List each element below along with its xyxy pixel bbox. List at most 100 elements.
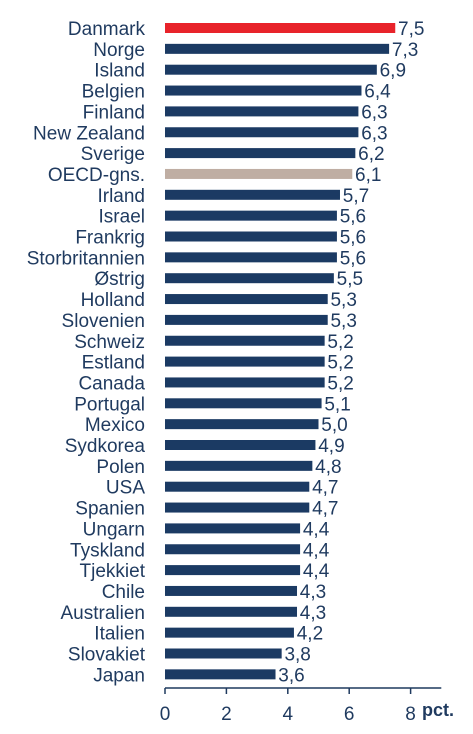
value-label-28: 4,3 xyxy=(300,603,326,624)
value-label-23: 4,7 xyxy=(312,499,338,520)
category-label-31: Japan xyxy=(93,665,145,686)
bar-6 xyxy=(165,148,356,159)
x-ticks-group: 0 2 4 6 8 xyxy=(160,688,416,725)
category-label-16: Estland xyxy=(82,353,145,374)
category-label-14: Slovenien xyxy=(62,311,145,332)
category-label-19: Mexico xyxy=(85,415,145,436)
value-label-20: 4,9 xyxy=(318,436,344,457)
bar-11 xyxy=(165,252,337,263)
bar-26 xyxy=(165,565,301,576)
value-label-2: 6,9 xyxy=(380,61,406,82)
value-label-4: 6,3 xyxy=(361,102,387,123)
bar-14 xyxy=(165,314,328,325)
bar-20 xyxy=(165,440,316,450)
category-label-29: Italien xyxy=(94,624,145,645)
category-label-1: Norge xyxy=(93,40,145,61)
category-label-25: Tyskland xyxy=(70,540,145,561)
category-label-13: Holland xyxy=(81,290,145,311)
value-label-11: 5,6 xyxy=(340,248,366,269)
bar-25 xyxy=(165,544,301,555)
value-label-16: 5,2 xyxy=(327,353,353,374)
value-label-10: 5,6 xyxy=(340,228,366,249)
bar-0 xyxy=(165,23,396,33)
category-label-15: Schweiz xyxy=(74,332,145,353)
value-label-24: 4,4 xyxy=(303,519,330,540)
category-label-10: Frankrig xyxy=(75,228,145,249)
value-label-0: 7,5 xyxy=(398,19,424,40)
value-label-27: 4,3 xyxy=(300,582,326,603)
bar-7 xyxy=(165,168,353,179)
bar-13 xyxy=(165,294,328,305)
category-label-11: Storbritannien xyxy=(27,248,145,269)
value-label-7: 6,1 xyxy=(355,165,381,186)
category-label-21: Polen xyxy=(96,457,145,478)
value-label-18: 5,1 xyxy=(324,394,350,415)
value-label-15: 5,2 xyxy=(327,332,353,353)
category-label-24: Ungarn xyxy=(83,519,145,540)
value-label-25: 4,4 xyxy=(303,540,330,561)
category-label-12: Østrig xyxy=(94,269,145,290)
category-label-23: Spanien xyxy=(75,499,145,520)
bar-9 xyxy=(165,210,337,221)
bar-23 xyxy=(165,502,310,513)
bar-29 xyxy=(165,627,294,638)
value-label-21: 4,8 xyxy=(315,457,341,478)
x-tick-label-3: 6 xyxy=(344,704,355,725)
bar-18 xyxy=(165,398,322,409)
category-label-27: Chile xyxy=(102,582,145,603)
category-label-18: Portugal xyxy=(74,394,145,415)
category-label-28: Australien xyxy=(61,603,146,624)
value-label-14: 5,3 xyxy=(330,311,356,332)
bar-31 xyxy=(165,669,276,680)
x-tick-label-0: 0 xyxy=(160,704,171,725)
value-label-5: 6,3 xyxy=(361,123,387,144)
value-label-31: 3,6 xyxy=(278,665,304,686)
value-labels-group: 7,57,36,96,46,36,36,26,15,75,65,65,65,55… xyxy=(278,19,424,686)
category-label-5: New Zealand xyxy=(33,123,145,144)
value-label-13: 5,3 xyxy=(330,290,356,311)
bar-22 xyxy=(165,481,310,492)
bar-8 xyxy=(165,189,340,200)
value-label-26: 4,4 xyxy=(303,561,330,582)
x-axis-unit-label: pct. xyxy=(422,700,454,720)
bar-27 xyxy=(165,585,298,596)
x-tick-label-1: 2 xyxy=(221,704,232,725)
value-label-17: 5,2 xyxy=(327,373,353,394)
bar-21 xyxy=(165,460,313,471)
value-label-29: 4,2 xyxy=(297,624,323,645)
bar-17 xyxy=(165,377,325,388)
category-label-30: Slovakiet xyxy=(68,645,146,666)
category-label-9: Israel xyxy=(99,207,145,228)
category-label-8: Irland xyxy=(97,186,145,207)
bar-24 xyxy=(165,523,301,534)
category-label-2: Island xyxy=(94,61,145,82)
x-tick-label-2: 4 xyxy=(283,704,294,725)
value-label-19: 5,0 xyxy=(321,415,347,436)
category-label-6: Sverige xyxy=(81,144,145,165)
value-label-9: 5,6 xyxy=(340,207,366,228)
bar-3 xyxy=(165,85,362,96)
category-label-20: Sydkorea xyxy=(65,436,146,457)
bar-15 xyxy=(165,335,325,346)
bar-16 xyxy=(165,356,325,367)
category-label-3: Belgien xyxy=(82,82,145,103)
x-tick-label-4: 8 xyxy=(405,704,416,725)
bar-5 xyxy=(165,127,359,138)
category-label-4: Finland xyxy=(83,102,145,123)
value-label-22: 4,7 xyxy=(312,478,338,499)
category-label-26: Tjekkiet xyxy=(80,561,146,582)
value-label-3: 6,4 xyxy=(364,82,391,103)
category-label-17: Canada xyxy=(78,373,145,394)
value-label-12: 5,5 xyxy=(337,269,363,290)
value-label-1: 7,3 xyxy=(392,40,418,61)
category-label-7: OECD-gns. xyxy=(48,165,145,186)
bars-group xyxy=(165,23,396,680)
value-label-6: 6,2 xyxy=(358,144,384,165)
category-label-22: USA xyxy=(106,478,145,499)
bar-2 xyxy=(165,64,377,75)
value-label-8: 5,7 xyxy=(343,186,369,207)
bar-19 xyxy=(165,419,319,430)
bar-28 xyxy=(165,606,298,617)
